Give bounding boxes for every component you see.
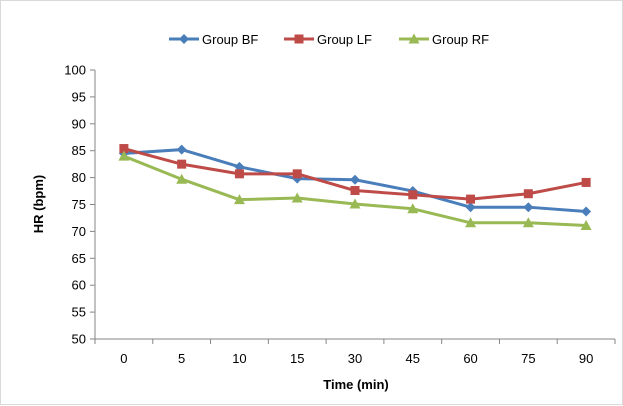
y-tick-label: 70 — [72, 224, 86, 239]
data-point-group-rf — [233, 194, 245, 205]
y-tick-label: 90 — [72, 116, 86, 131]
y-tick-label: 95 — [72, 89, 86, 104]
x-tick-label: 75 — [521, 351, 535, 366]
y-axis-title: HR (bpm) — [31, 175, 46, 234]
data-point-group-bf — [581, 206, 592, 217]
legend-marker-icon — [294, 34, 304, 44]
data-point-group-rf — [118, 150, 130, 161]
x-tick-label: 10 — [232, 351, 246, 366]
legend-marker-icon — [408, 33, 420, 44]
data-point-group-rf — [407, 203, 419, 214]
y-tick-label: 55 — [72, 305, 86, 320]
y-tick-label: 80 — [72, 170, 86, 185]
y-tick-label: 100 — [64, 63, 86, 78]
data-point-group-bf — [176, 144, 187, 155]
x-tick-label: 0 — [120, 351, 127, 366]
x-tick-label: 90 — [579, 351, 593, 366]
legend-label: Group RF — [432, 32, 489, 47]
data-point-group-bf — [523, 202, 534, 213]
data-point-group-rf — [522, 217, 534, 228]
y-tick-label: 75 — [72, 197, 86, 212]
legend-label: Group BF — [202, 32, 258, 47]
x-tick-label: 30 — [348, 351, 362, 366]
data-point-group-bf — [465, 202, 476, 213]
x-tick-label: 5 — [178, 351, 185, 366]
data-point-group-lf — [119, 144, 129, 154]
data-point-group-rf — [291, 192, 303, 203]
data-point-group-lf — [523, 189, 533, 199]
legend-item-group-bf: Group BF — [169, 32, 258, 47]
data-point-group-lf — [350, 186, 360, 196]
data-point-group-bf — [350, 174, 360, 185]
data-point-group-rf — [465, 217, 477, 228]
y-tick-label: 85 — [72, 143, 86, 158]
data-point-group-rf — [349, 198, 361, 209]
data-point-group-lf — [466, 194, 476, 204]
data-point-group-lf — [234, 169, 244, 179]
data-point-group-lf — [408, 190, 418, 200]
data-point-group-rf — [580, 219, 592, 230]
series-group-lf — [119, 144, 591, 204]
data-point-group-rf — [176, 173, 188, 184]
y-tick-label: 60 — [72, 278, 86, 293]
x-axis-title: Time (min) — [323, 377, 389, 392]
legend-item-group-rf: Group RF — [399, 32, 489, 47]
x-tick-label: 15 — [290, 351, 304, 366]
series-layer — [118, 144, 592, 230]
series-group-rf — [118, 150, 592, 230]
data-point-group-lf — [177, 159, 187, 169]
x-axis: 0 5 10 15 30 45 60 75 90 — [94, 338, 616, 366]
x-tick-label: 45 — [406, 351, 420, 366]
legend-marker-icon — [179, 34, 189, 44]
legend-item-group-lf: Group LF — [284, 32, 372, 47]
x-tick-label: 60 — [463, 351, 477, 366]
data-point-group-lf — [581, 177, 591, 187]
y-tick-label: 65 — [72, 251, 86, 266]
data-point-group-lf — [292, 169, 302, 179]
y-tick-label: 50 — [72, 332, 86, 347]
legend: Group BF Group LF Group RF — [169, 32, 489, 47]
y-axis: 50 55 60 65 70 75 80 85 90 95 100 — [64, 63, 96, 347]
legend-label: Group LF — [317, 32, 372, 47]
